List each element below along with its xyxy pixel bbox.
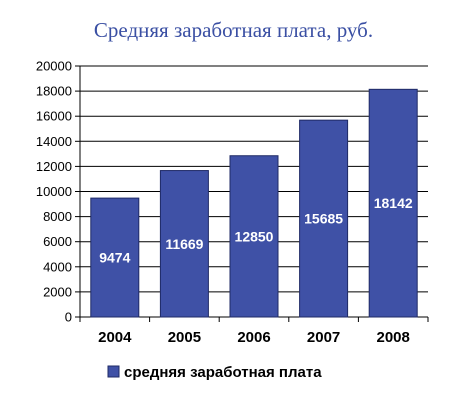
y-tick-label: 2000	[43, 284, 72, 299]
x-tick-label-2004: 2004	[98, 329, 132, 346]
legend: средняя заработная плата	[107, 364, 322, 381]
x-tick-label-2008: 2008	[377, 329, 410, 346]
bar-2004	[90, 197, 140, 318]
y-tick-label: 0	[65, 310, 72, 325]
data-label-2004: 9474	[99, 250, 130, 266]
bar-2006	[229, 155, 279, 318]
legend-label: средняя заработная плата	[124, 364, 322, 381]
y-tick-label: 8000	[43, 209, 72, 224]
labels: 0 2000 4000 6000 8000 10000 12000 14000 16000 180…	[36, 59, 413, 347]
data-label-2005: 11669	[165, 236, 203, 252]
bars	[90, 88, 418, 318]
y-tick-label: 14000	[36, 134, 72, 149]
y-tick-label: 20000	[36, 59, 72, 74]
x-tick-label-2006: 2006	[237, 329, 270, 346]
legend-swatch	[107, 365, 120, 378]
bar-2005	[159, 170, 209, 318]
bar-2007	[299, 119, 349, 318]
y-tick-label: 10000	[36, 184, 72, 199]
data-label-2007: 15685	[304, 211, 343, 227]
y-tick-label: 16000	[36, 109, 72, 124]
y-tick-label: 12000	[36, 159, 72, 174]
data-label-2008: 18142	[374, 195, 413, 211]
y-tick-label: 6000	[43, 234, 72, 249]
x-tick-label-2007: 2007	[307, 329, 340, 346]
bar-2008	[368, 88, 418, 318]
x-tick-label-2005: 2005	[168, 329, 201, 346]
data-label-2006: 12850	[235, 228, 274, 244]
y-tick-label: 4000	[43, 259, 72, 274]
chart-title: Средняя заработная плата, руб.	[93, 18, 374, 42]
y-tick-label: 18000	[36, 84, 72, 99]
